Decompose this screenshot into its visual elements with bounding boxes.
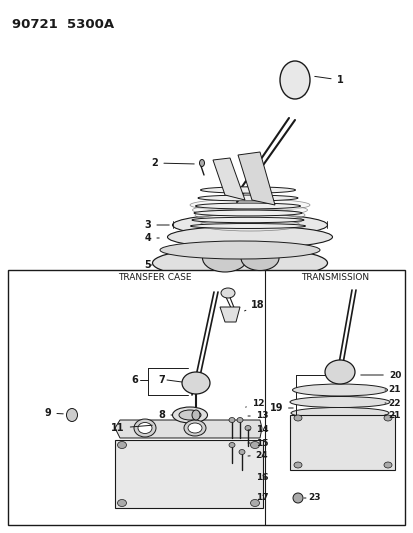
Text: TRANSMISSION: TRANSMISSION xyxy=(300,272,368,281)
Text: 18: 18 xyxy=(244,300,264,311)
Ellipse shape xyxy=(291,418,387,430)
Ellipse shape xyxy=(200,187,295,193)
Text: 9: 9 xyxy=(45,408,63,418)
Ellipse shape xyxy=(195,209,304,221)
Ellipse shape xyxy=(228,442,235,448)
Ellipse shape xyxy=(250,441,259,448)
Text: 20: 20 xyxy=(360,370,400,379)
Text: 6: 6 xyxy=(131,375,138,385)
Text: 14: 14 xyxy=(247,425,268,434)
Ellipse shape xyxy=(292,493,302,503)
Ellipse shape xyxy=(172,407,207,423)
Ellipse shape xyxy=(117,499,126,506)
Ellipse shape xyxy=(194,210,301,216)
Ellipse shape xyxy=(66,408,77,422)
Text: 3: 3 xyxy=(144,220,169,230)
Text: 15: 15 xyxy=(247,439,268,448)
Ellipse shape xyxy=(192,204,307,216)
Text: 1: 1 xyxy=(314,75,342,85)
Ellipse shape xyxy=(202,244,247,272)
Ellipse shape xyxy=(167,226,332,248)
Ellipse shape xyxy=(197,214,302,226)
Ellipse shape xyxy=(293,415,301,421)
Ellipse shape xyxy=(290,408,388,418)
Ellipse shape xyxy=(383,462,391,468)
Ellipse shape xyxy=(117,441,126,448)
Text: 11: 11 xyxy=(111,423,152,433)
Ellipse shape xyxy=(199,219,299,231)
Ellipse shape xyxy=(183,420,206,436)
Polygon shape xyxy=(219,307,240,322)
Text: 16: 16 xyxy=(255,473,268,482)
Text: 4: 4 xyxy=(144,233,159,243)
Text: 12: 12 xyxy=(245,399,263,408)
Ellipse shape xyxy=(279,61,309,99)
Ellipse shape xyxy=(244,425,250,431)
Ellipse shape xyxy=(289,397,389,408)
Ellipse shape xyxy=(188,423,202,433)
Polygon shape xyxy=(212,158,244,200)
Ellipse shape xyxy=(238,449,244,455)
Ellipse shape xyxy=(192,217,303,223)
Ellipse shape xyxy=(159,241,319,259)
Ellipse shape xyxy=(172,214,327,236)
Ellipse shape xyxy=(134,419,156,437)
Text: 21: 21 xyxy=(384,410,400,419)
Polygon shape xyxy=(115,420,261,438)
Ellipse shape xyxy=(240,246,278,271)
Text: 5: 5 xyxy=(144,260,152,270)
Text: 8: 8 xyxy=(158,410,171,420)
Ellipse shape xyxy=(293,462,301,468)
Text: 13: 13 xyxy=(247,411,268,421)
Text: 21: 21 xyxy=(384,385,400,394)
Text: TRANSFER CASE: TRANSFER CASE xyxy=(118,272,191,281)
Ellipse shape xyxy=(192,410,199,420)
Text: 7: 7 xyxy=(158,375,165,385)
Ellipse shape xyxy=(190,223,305,229)
Text: 19: 19 xyxy=(269,403,292,413)
Text: 24: 24 xyxy=(247,450,268,459)
Ellipse shape xyxy=(199,159,204,166)
Bar xyxy=(289,415,394,470)
Ellipse shape xyxy=(221,288,235,298)
Ellipse shape xyxy=(182,372,209,394)
Text: 2: 2 xyxy=(151,158,194,168)
Ellipse shape xyxy=(195,203,300,209)
Text: 17: 17 xyxy=(255,494,268,503)
Bar xyxy=(115,440,262,508)
Bar xyxy=(8,270,404,525)
Ellipse shape xyxy=(152,247,327,279)
Text: 22: 22 xyxy=(384,399,400,408)
Ellipse shape xyxy=(292,384,387,396)
Ellipse shape xyxy=(324,360,354,384)
Ellipse shape xyxy=(197,195,297,201)
Ellipse shape xyxy=(178,410,201,420)
Ellipse shape xyxy=(138,423,152,433)
Ellipse shape xyxy=(383,415,391,421)
Ellipse shape xyxy=(236,417,242,423)
Text: 90721  5300A: 90721 5300A xyxy=(12,18,114,31)
Polygon shape xyxy=(237,152,274,205)
Ellipse shape xyxy=(250,499,259,506)
Text: 23: 23 xyxy=(303,494,320,503)
Ellipse shape xyxy=(228,417,235,423)
Ellipse shape xyxy=(190,199,309,211)
